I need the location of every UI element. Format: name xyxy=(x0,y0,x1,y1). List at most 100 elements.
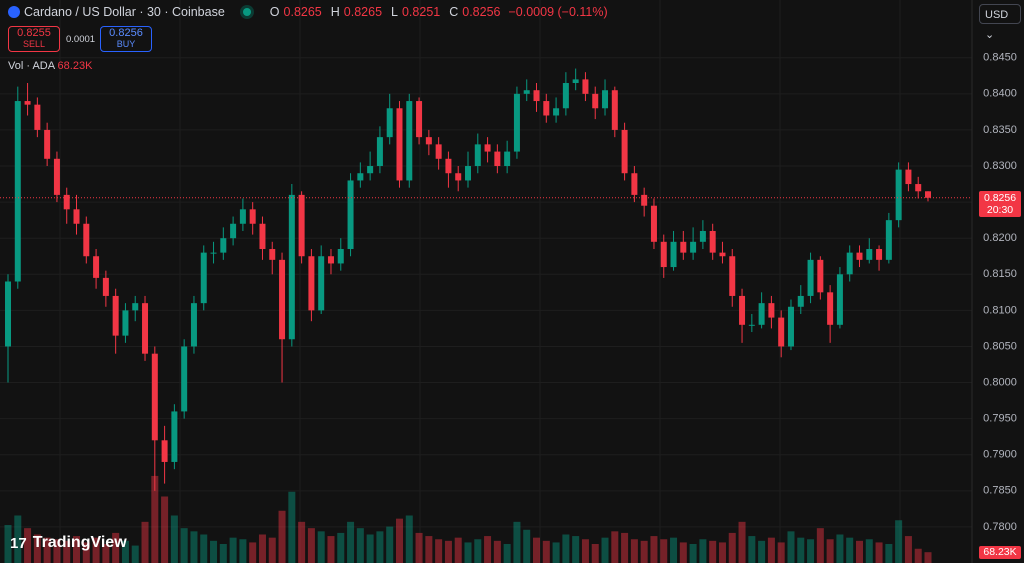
candle-body xyxy=(53,158,60,195)
candle-body xyxy=(856,252,863,260)
candle-body xyxy=(562,83,569,109)
volume-bar xyxy=(327,536,335,563)
y-tick-label: 0.7900 xyxy=(983,449,1017,461)
logo-mark: 17 xyxy=(10,534,27,552)
y-tick-label: 0.8150 xyxy=(983,268,1017,280)
candle-body xyxy=(14,101,21,282)
volume-bar xyxy=(444,540,452,563)
ohlc-label: C xyxy=(449,5,459,19)
candle-body xyxy=(386,108,393,138)
candle-body xyxy=(190,303,197,347)
volume-bar xyxy=(210,540,218,563)
y-tick-label: 0.8200 xyxy=(983,232,1017,244)
y-tick-label: 0.7800 xyxy=(983,521,1017,533)
candle-body xyxy=(367,166,374,174)
volume-bar xyxy=(141,521,149,563)
candle-body xyxy=(416,101,423,138)
candle-body xyxy=(288,194,295,340)
volume-bar xyxy=(533,537,541,563)
volume-bar xyxy=(699,539,707,563)
volume-bar xyxy=(170,515,178,563)
volume-bar xyxy=(601,537,609,563)
candle-body xyxy=(719,252,726,257)
candle-body xyxy=(836,274,843,325)
y-tick-label: 0.7850 xyxy=(983,485,1017,497)
candle-body xyxy=(455,173,462,181)
volume-bar xyxy=(258,534,266,563)
candle-body xyxy=(435,144,442,159)
volume-bar xyxy=(640,540,648,563)
y-tick-label: 0.8450 xyxy=(983,52,1017,64)
currency: USD xyxy=(985,9,1009,21)
y-tick-label: 0.8050 xyxy=(983,340,1017,352)
candle-body xyxy=(396,108,403,181)
volume-bar xyxy=(268,537,276,563)
volume-bar xyxy=(278,510,286,563)
candle-body xyxy=(102,277,109,296)
volume-bar xyxy=(425,536,433,563)
candle-body xyxy=(210,252,217,254)
candle-body xyxy=(347,180,354,250)
candle-body xyxy=(122,310,129,336)
candle-body xyxy=(151,353,158,441)
candle-body xyxy=(327,256,334,264)
candle-body xyxy=(631,173,638,195)
candle-body xyxy=(406,101,413,181)
candle-body xyxy=(513,93,520,152)
volume-label: Vol · ADA xyxy=(8,60,55,72)
candle-body xyxy=(533,90,540,102)
candle-body xyxy=(739,295,746,325)
candle-body xyxy=(200,252,207,304)
market-status xyxy=(242,8,251,16)
candle-body xyxy=(142,303,149,354)
volume-bar xyxy=(82,542,90,563)
candle-body xyxy=(112,295,119,336)
candle-body xyxy=(885,220,892,260)
volume-bar xyxy=(376,531,384,563)
volume-bar xyxy=(317,531,325,563)
candle-body xyxy=(308,256,315,311)
volume-bar xyxy=(885,544,893,563)
volume-bar xyxy=(904,536,912,563)
ohlc-value: 0.8265 xyxy=(283,5,322,19)
symbol-legend: Cardano / US Dollar · 30 · Coinbase O 0.8… xyxy=(8,5,608,19)
volume-bar xyxy=(924,552,932,563)
buy-label: BUY xyxy=(116,39,136,49)
volume-bar xyxy=(4,525,12,563)
volume-bar xyxy=(307,528,315,563)
volume-bar xyxy=(689,544,697,563)
sell-button[interactable]: 0.8255 SELL xyxy=(8,26,60,52)
volume-bar xyxy=(895,520,903,563)
candle-body xyxy=(220,238,227,253)
last-price: 0.8256 xyxy=(983,191,1017,204)
volume-bar xyxy=(249,542,257,563)
candle-body xyxy=(846,252,853,275)
volume-bar xyxy=(513,521,521,563)
candle-body xyxy=(866,249,873,260)
volume-bar xyxy=(405,515,413,563)
volume-bar xyxy=(728,532,736,563)
candle-body xyxy=(504,151,511,167)
buy-button[interactable]: 0.8256 BUY xyxy=(100,26,152,52)
candle-body xyxy=(494,151,501,167)
volume-bar xyxy=(709,540,717,563)
candle-body xyxy=(650,205,657,242)
volume-bar xyxy=(219,544,227,563)
volume-bar xyxy=(611,531,619,563)
volume-bar xyxy=(621,532,629,563)
currency-button[interactable]: USD ⌄ xyxy=(979,4,1021,41)
candle-body xyxy=(279,259,286,340)
coin-icon xyxy=(8,6,20,18)
candle-body xyxy=(895,169,902,221)
candle-body xyxy=(24,101,31,105)
candle-body xyxy=(876,249,883,260)
candle-body xyxy=(318,256,325,311)
volume-bar xyxy=(24,528,32,563)
brand-logo[interactable]: 17 TradingView xyxy=(10,534,127,552)
volume-bar xyxy=(581,539,589,563)
candle-body xyxy=(709,230,716,253)
candle-body xyxy=(660,241,667,268)
symbol[interactable]: Cardano / US Dollar · 30 · Coinbase xyxy=(24,5,225,19)
